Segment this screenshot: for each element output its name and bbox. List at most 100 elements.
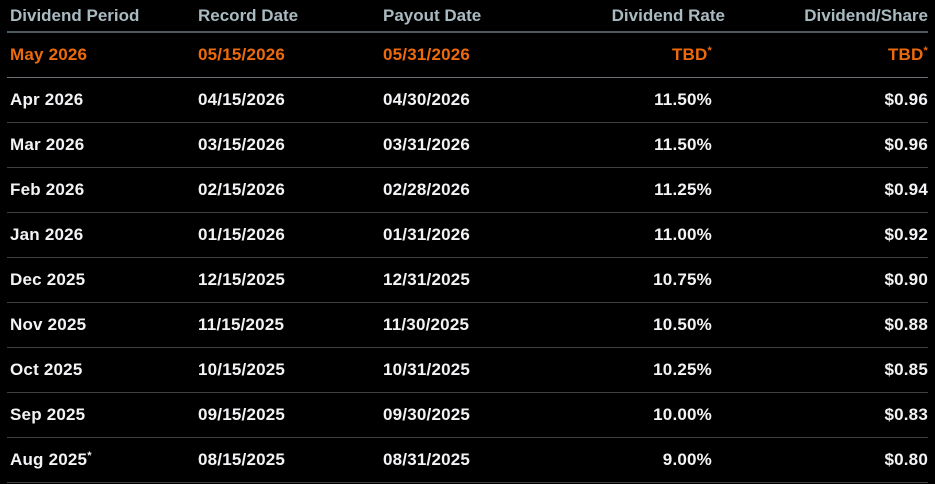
period-text: Oct 2025 — [10, 360, 83, 379]
table-row: Feb 2026 02/15/2026 02/28/2026 11.25% $0… — [7, 168, 928, 213]
cell-record-date: 10/15/2025 — [198, 360, 286, 379]
period-text: Nov 2025 — [10, 315, 87, 334]
share-text: $0.88 — [884, 315, 928, 334]
footnote-asterisk: * — [707, 45, 712, 58]
rate-text: 9.00% — [662, 450, 712, 469]
share-text: $0.90 — [884, 270, 928, 289]
rate-text: TBD — [671, 45, 708, 64]
share-text: $0.83 — [884, 405, 928, 424]
table-row: Dec 2025 12/15/2025 12/31/2025 10.75% $0… — [7, 258, 928, 303]
column-header-dividend-period: Dividend Period — [10, 5, 140, 25]
period-text: Sep 2025 — [10, 405, 86, 424]
cell-dividend-period: Feb 2026 — [7, 180, 198, 200]
cell-record-date: 01/15/2026 — [198, 225, 286, 244]
cell-payout-date: 11/30/2025 — [383, 315, 470, 334]
rate-text: 10.50% — [653, 315, 712, 334]
table-row: Jan 2026 01/15/2026 01/31/2026 11.00% $0… — [7, 213, 928, 258]
rate-text: 11.50% — [654, 90, 712, 109]
cell-record-date: 08/15/2025 — [198, 450, 286, 469]
period-text: May 2026 — [10, 45, 88, 64]
cell-record-date: 03/15/2026 — [198, 135, 286, 154]
cell-record-date: 09/15/2025 — [198, 405, 286, 424]
cell-dividend-rate: 10.00% — [559, 405, 725, 425]
cell-dividend-rate: 9.00% — [559, 450, 725, 470]
rate-text: 11.50% — [654, 135, 712, 154]
cell-dividend-share: TBD* — [725, 45, 928, 65]
cell-payout-date: 03/31/2026 — [383, 135, 471, 154]
cell-payout-date: 09/30/2025 — [383, 405, 471, 424]
cell-dividend-rate: 11.50% — [559, 135, 725, 155]
column-header-dividend-share: Dividend/Share — [804, 5, 928, 25]
period-text: Apr 2026 — [10, 90, 84, 109]
cell-dividend-rate: 11.00% — [559, 225, 725, 245]
period-text: Aug 2025 — [10, 450, 88, 469]
period-text: Dec 2025 — [10, 270, 86, 289]
share-text: $0.92 — [884, 225, 928, 244]
cell-record-date: 05/15/2026 — [198, 45, 286, 64]
cell-payout-date: 05/31/2026 — [383, 45, 471, 64]
cell-dividend-rate: 10.50% — [559, 315, 725, 335]
share-text: $0.96 — [884, 135, 928, 154]
cell-dividend-share: $0.92 — [725, 225, 928, 245]
table-row: Aug 2025* 08/15/2025 08/31/2025 9.00% $0… — [7, 438, 928, 483]
share-text: $0.80 — [884, 450, 928, 469]
period-text: Feb 2026 — [10, 180, 85, 199]
cell-dividend-period: Mar 2026 — [7, 135, 198, 155]
rate-text: 10.75% — [653, 270, 712, 289]
footnote-asterisk: * — [87, 450, 92, 463]
cell-record-date: 02/15/2026 — [198, 180, 286, 199]
cell-dividend-share: $0.90 — [725, 270, 928, 290]
cell-dividend-period: Jan 2026 — [7, 225, 198, 245]
cell-payout-date: 04/30/2026 — [383, 90, 471, 109]
share-text: $0.94 — [884, 180, 928, 199]
cell-dividend-rate: TBD* — [559, 45, 725, 65]
cell-dividend-share: $0.80 — [725, 450, 928, 470]
cell-dividend-rate: 10.25% — [559, 360, 725, 380]
cell-record-date: 11/15/2025 — [198, 315, 285, 334]
cell-dividend-period: Apr 2026 — [7, 90, 198, 110]
rate-text: 11.25% — [654, 180, 712, 199]
column-header-record-date: Record Date — [198, 5, 299, 25]
cell-record-date: 12/15/2025 — [198, 270, 286, 289]
cell-dividend-period: Aug 2025* — [7, 450, 198, 470]
table-row: Mar 2026 03/15/2026 03/31/2026 11.50% $0… — [7, 123, 928, 168]
cell-dividend-period: Oct 2025 — [7, 360, 198, 380]
table-header-row: Dividend Period Record Date Payout Date … — [7, 0, 928, 33]
table-row: Nov 2025 11/15/2025 11/30/2025 10.50% $0… — [7, 303, 928, 348]
cell-dividend-period: Nov 2025 — [7, 315, 198, 335]
cell-payout-date: 10/31/2025 — [383, 360, 471, 379]
cell-dividend-rate: 11.25% — [559, 180, 725, 200]
cell-payout-date: 01/31/2026 — [383, 225, 471, 244]
table-row: Apr 2026 04/15/2026 04/30/2026 11.50% $0… — [7, 78, 928, 123]
cell-dividend-period: Dec 2025 — [7, 270, 198, 290]
cell-dividend-share: $0.94 — [725, 180, 928, 200]
cell-dividend-period: May 2026 — [7, 45, 198, 65]
share-text: TBD — [887, 45, 924, 64]
table-row: May 2026 05/15/2026 05/31/2026 TBD* TBD* — [7, 33, 928, 78]
cell-dividend-share: $0.83 — [725, 405, 928, 425]
cell-record-date: 04/15/2026 — [198, 90, 286, 109]
column-header-dividend-rate: Dividend Rate — [611, 5, 725, 25]
cell-dividend-period: Sep 2025 — [7, 405, 198, 425]
share-text: $0.85 — [884, 360, 928, 379]
footnote-asterisk: * — [923, 45, 928, 58]
cell-payout-date: 08/31/2025 — [383, 450, 471, 469]
rate-text: 10.00% — [653, 405, 712, 424]
period-text: Mar 2026 — [10, 135, 85, 154]
table-row: Sep 2025 09/15/2025 09/30/2025 10.00% $0… — [7, 393, 928, 438]
share-text: $0.96 — [884, 90, 928, 109]
cell-payout-date: 02/28/2026 — [383, 180, 471, 199]
table-row: Oct 2025 10/15/2025 10/31/2025 10.25% $0… — [7, 348, 928, 393]
cell-dividend-share: $0.85 — [725, 360, 928, 380]
cell-dividend-share: $0.96 — [725, 135, 928, 155]
cell-dividend-share: $0.96 — [725, 90, 928, 110]
cell-payout-date: 12/31/2025 — [383, 270, 471, 289]
period-text: Jan 2026 — [10, 225, 84, 244]
cell-dividend-share: $0.88 — [725, 315, 928, 335]
rate-text: 10.25% — [653, 360, 712, 379]
cell-dividend-rate: 10.75% — [559, 270, 725, 290]
cell-dividend-rate: 11.50% — [559, 90, 725, 110]
column-header-payout-date: Payout Date — [383, 5, 482, 25]
rate-text: 11.00% — [654, 225, 712, 244]
